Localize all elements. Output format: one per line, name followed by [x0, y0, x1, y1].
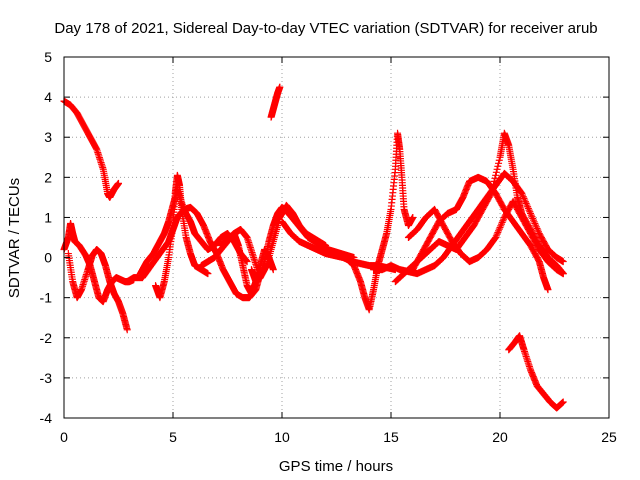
x-tick-label: 25	[601, 429, 617, 445]
data-point	[521, 196, 529, 204]
data-point	[492, 234, 500, 241]
series-track-d	[64, 246, 131, 334]
series-track-g	[152, 171, 212, 302]
data-point	[523, 201, 531, 209]
data-point	[493, 230, 501, 238]
data-point	[559, 398, 567, 406]
data-point	[530, 218, 538, 226]
data-point	[524, 203, 532, 211]
y-tick-label: 1	[44, 209, 52, 225]
data-point	[532, 221, 540, 229]
y-tick-label: 0	[44, 250, 52, 266]
y-tick-label: -2	[40, 330, 53, 346]
data-point	[533, 224, 541, 232]
chart-title: Day 178 of 2021, Sidereal Day-to-day VTE…	[54, 20, 597, 37]
data-point	[521, 198, 529, 206]
y-tick-label: -4	[40, 410, 53, 426]
data-point	[544, 286, 552, 294]
data-point	[276, 83, 284, 91]
data-point	[497, 222, 505, 230]
data-point	[534, 226, 542, 234]
data-point	[527, 211, 535, 219]
data-point	[243, 258, 251, 266]
data-point	[524, 204, 532, 212]
data-point	[500, 215, 508, 223]
data-point	[559, 258, 567, 266]
series-track-n	[404, 197, 567, 278]
data-point	[520, 194, 528, 202]
data-point	[495, 227, 503, 235]
data-point	[497, 220, 505, 228]
data-point	[528, 213, 536, 221]
x-tick-label: 0	[60, 429, 68, 445]
data-point	[409, 213, 417, 221]
data-point	[526, 208, 534, 216]
series-track-a	[60, 97, 122, 201]
data-point	[525, 206, 533, 214]
data-point	[495, 159, 503, 167]
data-point	[123, 326, 131, 334]
data-point	[494, 228, 502, 236]
data-point	[499, 217, 507, 225]
series-track-k	[333, 129, 417, 314]
data-point	[496, 223, 504, 231]
data-point	[531, 219, 539, 227]
data-point	[532, 223, 540, 231]
series-track-p	[505, 332, 567, 412]
axis-ticks: 0 5 10 15 20 25 -4 -3 -2 -1 0 1 2 3 4 5	[40, 49, 617, 445]
y-tick-label: 5	[44, 49, 52, 65]
data-point	[529, 216, 537, 224]
data-point	[559, 270, 567, 278]
y-axis-label: SDTVAR / TECUs	[6, 178, 23, 298]
data-point	[495, 225, 503, 233]
x-tick-label: 10	[274, 429, 290, 445]
x-axis-label: GPS time / hours	[279, 458, 393, 475]
series-track-b	[267, 83, 284, 121]
data-point	[491, 174, 499, 182]
data-point	[490, 177, 498, 185]
data-point	[492, 168, 500, 176]
data-point	[269, 266, 277, 274]
x-tick-label: 15	[383, 429, 399, 445]
x-tick-label: 20	[492, 429, 508, 445]
data-point	[115, 179, 122, 187]
data-point	[204, 270, 212, 278]
data-point	[492, 171, 500, 179]
series-track-o	[409, 173, 552, 294]
y-tick-label: 2	[44, 169, 52, 185]
data-point	[529, 214, 537, 222]
y-tick-label: -1	[40, 290, 53, 306]
data-point	[493, 165, 501, 173]
series-track-f	[136, 185, 251, 278]
data-point	[518, 189, 526, 197]
data-point	[519, 193, 527, 201]
y-tick-label: 4	[44, 89, 52, 105]
data-point	[535, 228, 543, 236]
series-track-q	[217, 229, 277, 298]
y-tick-label: 3	[44, 129, 52, 145]
data-point	[495, 156, 503, 164]
plot-frame	[63, 56, 610, 419]
data-point	[527, 209, 535, 217]
data-point	[522, 199, 530, 207]
x-tick-label: 5	[169, 429, 177, 445]
data-points	[60, 83, 567, 412]
data-point	[494, 162, 502, 170]
data-point	[498, 218, 506, 226]
data-point	[492, 232, 500, 240]
y-tick-label: -3	[40, 370, 53, 386]
